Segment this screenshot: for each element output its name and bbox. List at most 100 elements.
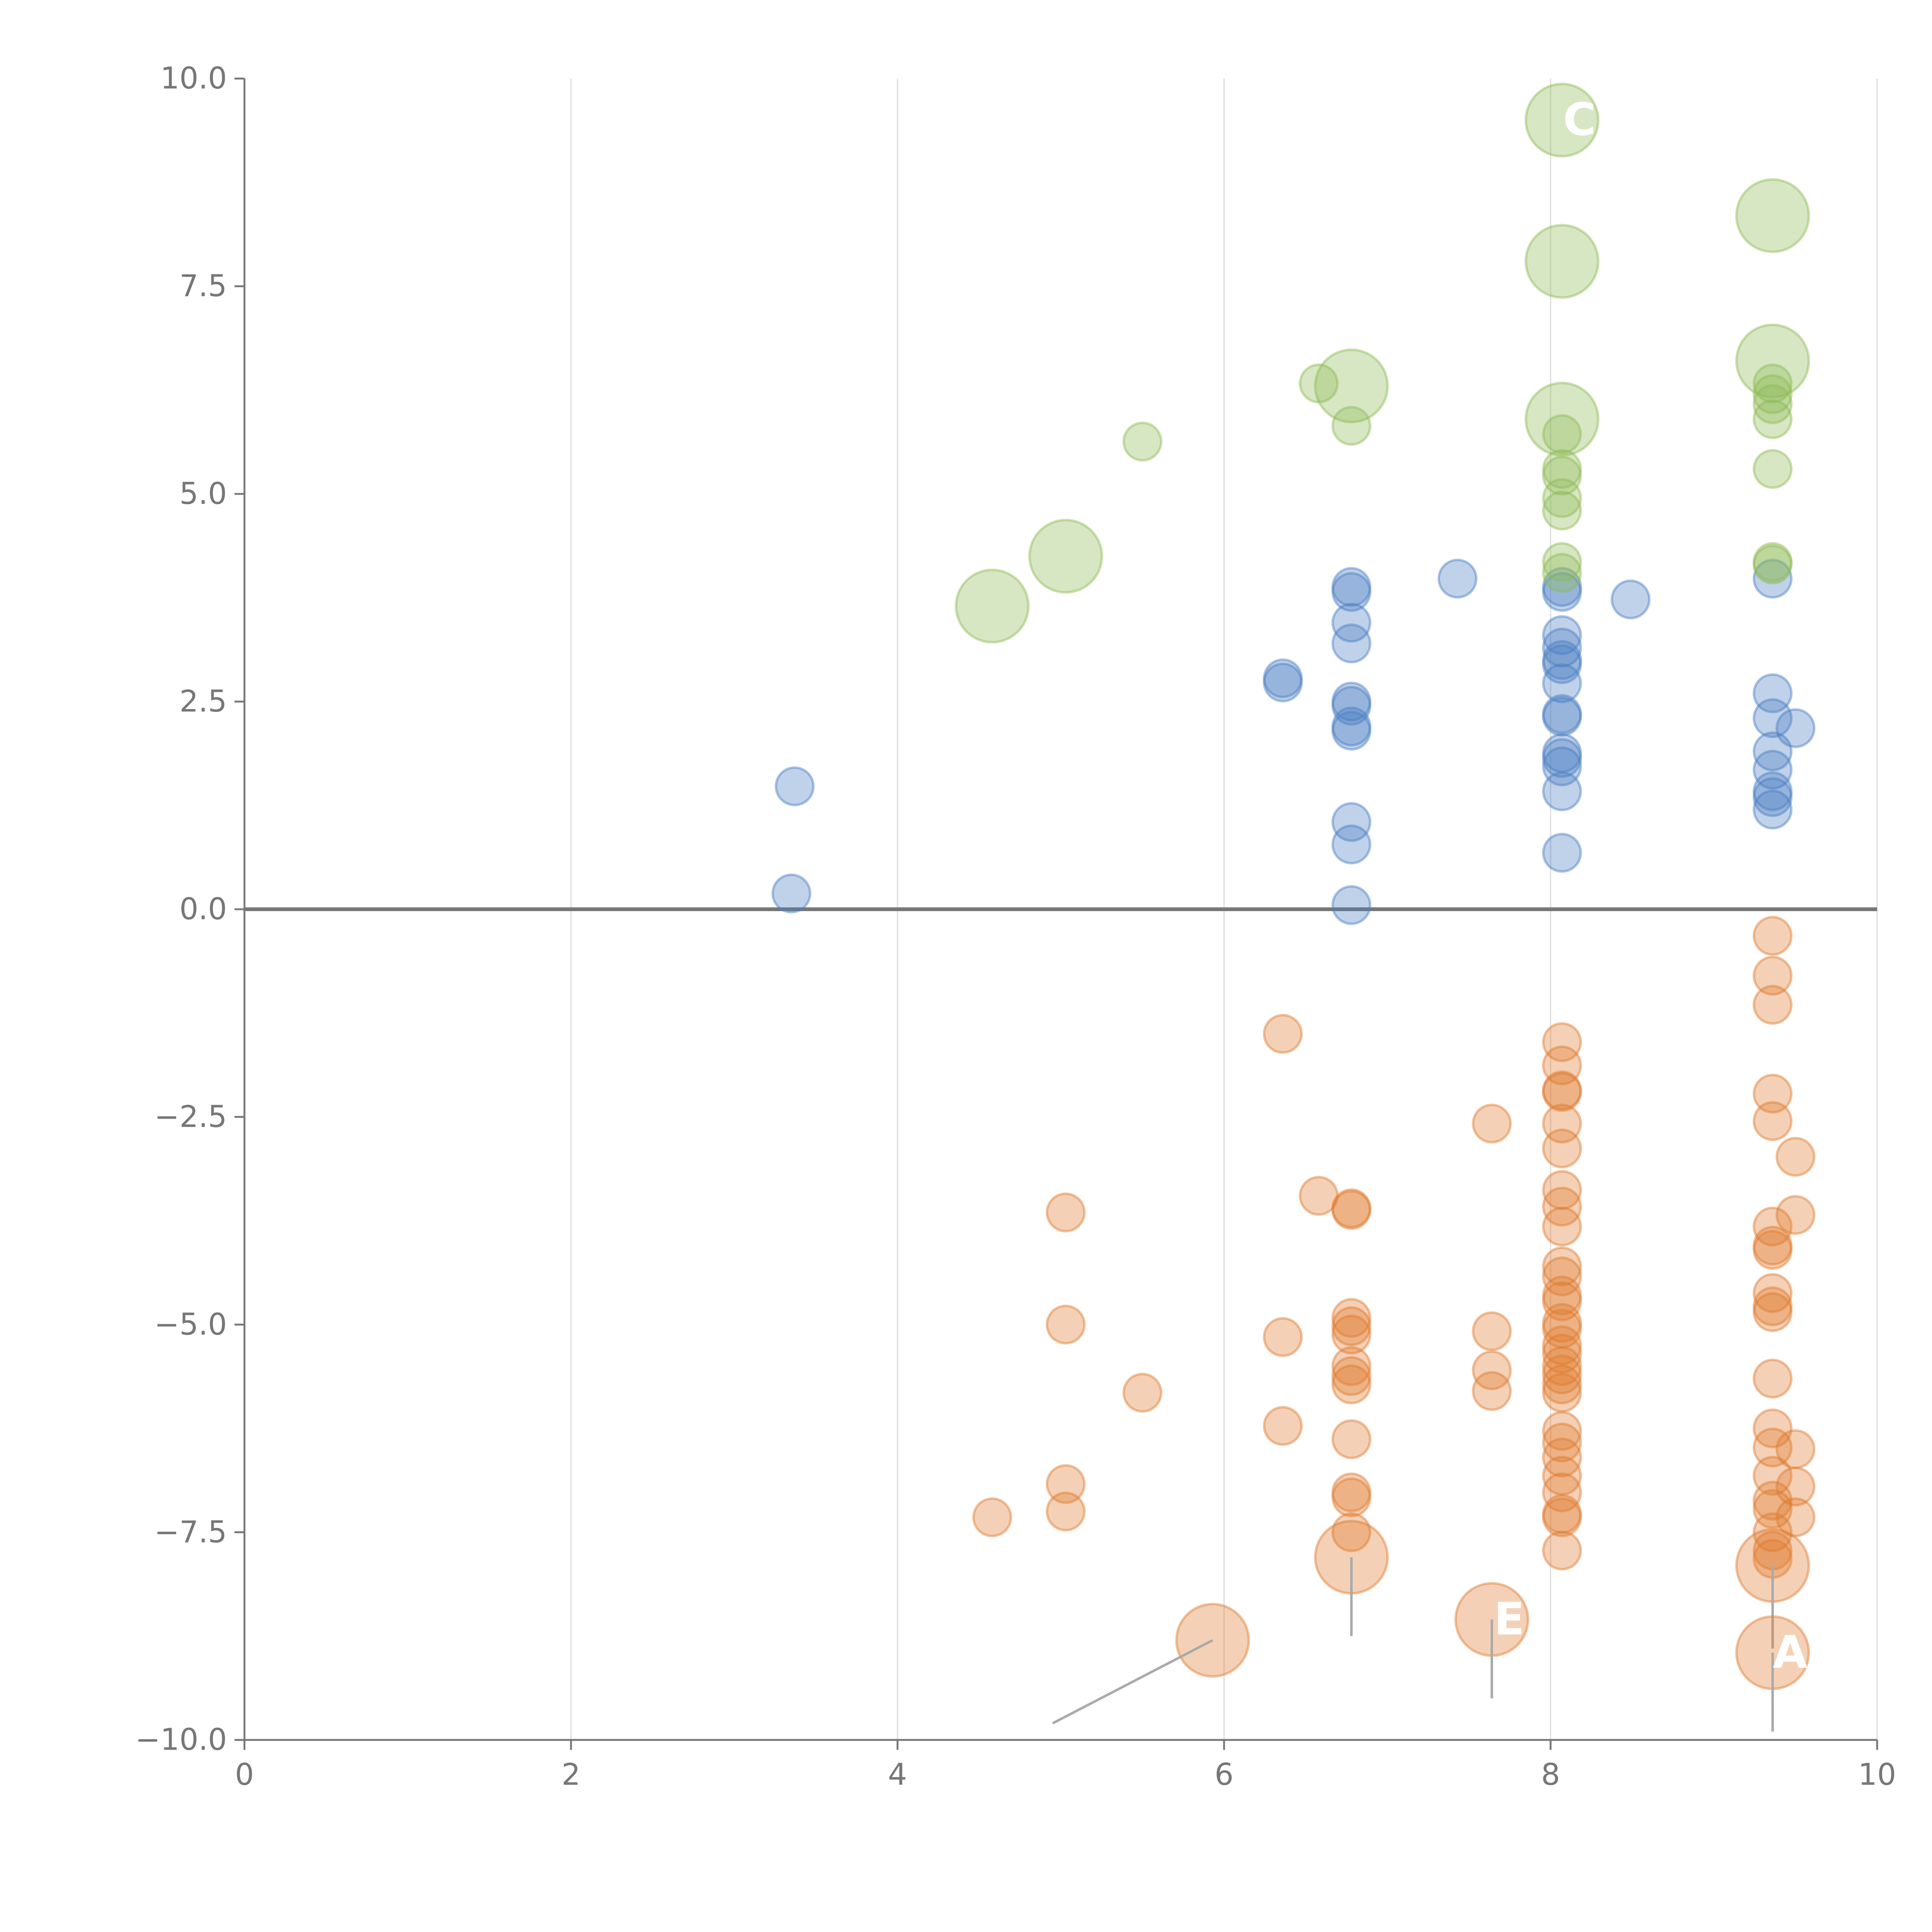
blue-point [1542, 663, 1582, 704]
blue-point [1331, 706, 1372, 747]
green-point [1752, 542, 1793, 582]
blue-point [1752, 777, 1793, 817]
orange-point [1542, 1281, 1582, 1321]
orange-point [1752, 1512, 1793, 1553]
blue-point [1752, 731, 1793, 772]
orange-point [1752, 916, 1793, 956]
blue-point [1542, 771, 1582, 811]
orange-point [1046, 1192, 1086, 1233]
orange-point [1263, 1014, 1303, 1054]
blue-point [1263, 658, 1303, 699]
orange-point [1752, 956, 1793, 996]
orange-point [1331, 1472, 1372, 1512]
y-tick-label: 10.0 [160, 61, 227, 96]
x-tick-label: 2 [561, 1757, 580, 1792]
orange-point [1752, 1359, 1793, 1399]
blue-point [1331, 824, 1372, 865]
orange-point [1542, 1364, 1582, 1405]
orange-point [1542, 1256, 1582, 1296]
orange-point [1331, 1477, 1372, 1517]
blue-point [1542, 694, 1582, 734]
blue-point [1752, 789, 1793, 830]
leader-line [1052, 1639, 1213, 1725]
orange-point [1542, 1022, 1582, 1062]
orange-point [1542, 1437, 1582, 1478]
orange-point [1331, 1188, 1372, 1228]
orange-point [1472, 1311, 1512, 1351]
orange-point [1046, 1304, 1086, 1345]
green-point [1542, 490, 1582, 531]
green-highlight-point [1524, 83, 1600, 158]
orange-point [1331, 1419, 1372, 1459]
orange-point [1331, 1298, 1372, 1338]
orange-point [972, 1497, 1012, 1537]
y-tick-label: −2.5 [154, 1099, 227, 1134]
blue-point [1542, 572, 1582, 612]
orange-point [1752, 1489, 1793, 1529]
blue-point [1331, 885, 1372, 925]
orange-point [1752, 1427, 1793, 1468]
blue-point [1542, 640, 1582, 680]
green-highlight-point [955, 568, 1030, 644]
orange-point [1776, 1429, 1816, 1469]
blue-point [1542, 833, 1582, 873]
blue-point [1752, 750, 1793, 790]
green-point [1331, 406, 1372, 446]
orange-point [1542, 1472, 1582, 1512]
green-point [1752, 374, 1793, 414]
green-highlight-point [1524, 224, 1600, 299]
blue-point [1331, 711, 1372, 751]
orange-point [1542, 1309, 1582, 1349]
green-point [1752, 399, 1793, 439]
orange-point [1331, 1346, 1372, 1386]
orange-point [1542, 1128, 1582, 1168]
orange-point [1299, 1176, 1339, 1216]
green-point [1122, 422, 1163, 462]
blue-point [1542, 696, 1582, 737]
orange-point [1542, 1325, 1582, 1366]
blue-point [1437, 558, 1478, 599]
data-points [771, 363, 1816, 1579]
blue-point [1776, 708, 1816, 748]
x-tick-label: 4 [888, 1757, 907, 1792]
orange-point [1752, 1286, 1793, 1327]
blue-point [1331, 682, 1372, 722]
blue-point [1542, 746, 1582, 787]
orange-point [1331, 1315, 1372, 1355]
y-tick-label: −7.5 [154, 1515, 227, 1549]
point-label: A [1773, 1626, 1808, 1679]
orange-highlight-point [1175, 1603, 1250, 1678]
blue-point [1542, 615, 1582, 655]
orange-point [1542, 1456, 1582, 1496]
blue-point [1752, 771, 1793, 811]
green-point [1299, 363, 1339, 403]
orange-point [1542, 1372, 1582, 1413]
y-tick-label: −5.0 [154, 1307, 227, 1342]
orange-point [1752, 1292, 1793, 1332]
green-point [1542, 449, 1582, 489]
green-point [1542, 414, 1582, 454]
orange-point [1331, 1364, 1372, 1405]
orange-point [1752, 1481, 1793, 1521]
orange-point [1752, 1456, 1793, 1496]
orange-point [1263, 1317, 1303, 1357]
orange-point [1542, 1045, 1582, 1085]
blue-point [771, 873, 811, 913]
orange-point [1542, 1346, 1582, 1386]
orange-point [1331, 1190, 1372, 1230]
blue-point [1331, 572, 1372, 612]
blue-point [1542, 628, 1582, 668]
orange-point [1542, 1333, 1582, 1374]
orange-point [1472, 1104, 1512, 1144]
blue-point [1752, 558, 1793, 599]
axes: 0 2 4 6 8 10 10.0 7.5 5.0 2.5 0.0 −2.5 −5.0 −7.5 −10.0 [135, 61, 1896, 1792]
orange-point [1542, 1494, 1582, 1534]
orange-point [1331, 1306, 1372, 1346]
y-tick-label: 2.5 [179, 684, 227, 719]
blue-point [1331, 685, 1372, 726]
orange-point [1046, 1464, 1086, 1504]
blue-point [1542, 567, 1582, 607]
green-highlight-point [1524, 381, 1600, 457]
orange-point [1776, 1466, 1816, 1507]
orange-point [1752, 1273, 1793, 1313]
